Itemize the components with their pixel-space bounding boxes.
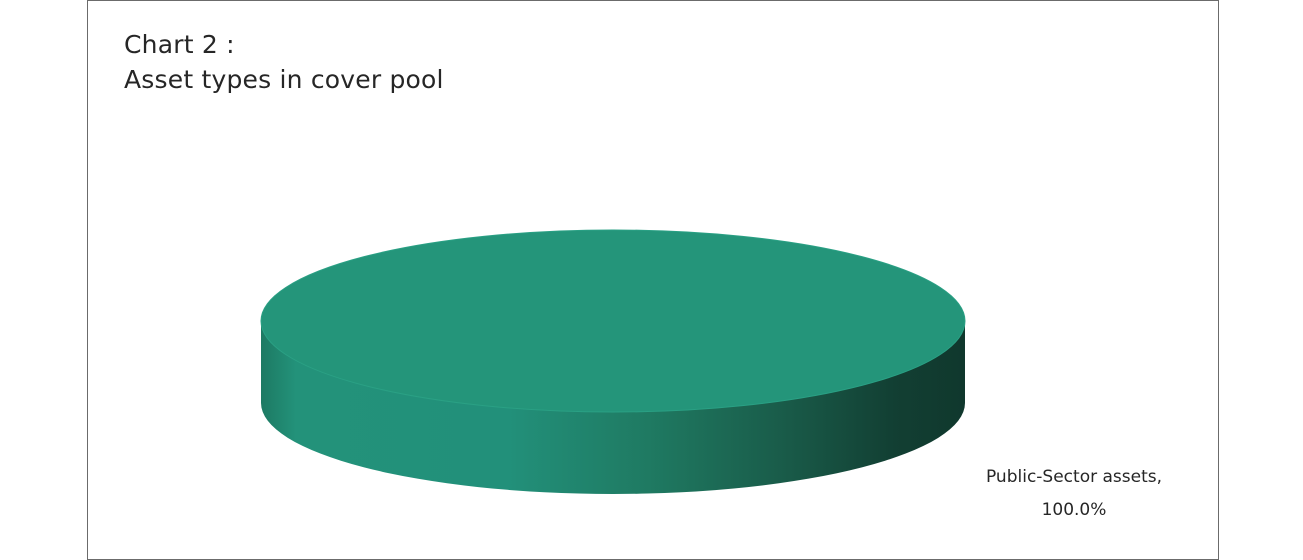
pie-slice-rim (260, 229, 966, 413)
data-label-category: Public-Sector assets, (986, 467, 1162, 487)
pie-slice-top (261, 230, 965, 412)
pie-slice-side (261, 321, 965, 494)
pie-group (260, 229, 966, 494)
data-label-group: Public-Sector assets, 100.0% (986, 467, 1162, 520)
chart-title: Chart 2 : Asset types in cover pool (124, 27, 444, 97)
chart-title-line-2: Asset types in cover pool (124, 65, 444, 94)
chart-title-line-1: Chart 2 : (124, 30, 235, 59)
data-label-percent: 100.0% (1042, 500, 1107, 520)
